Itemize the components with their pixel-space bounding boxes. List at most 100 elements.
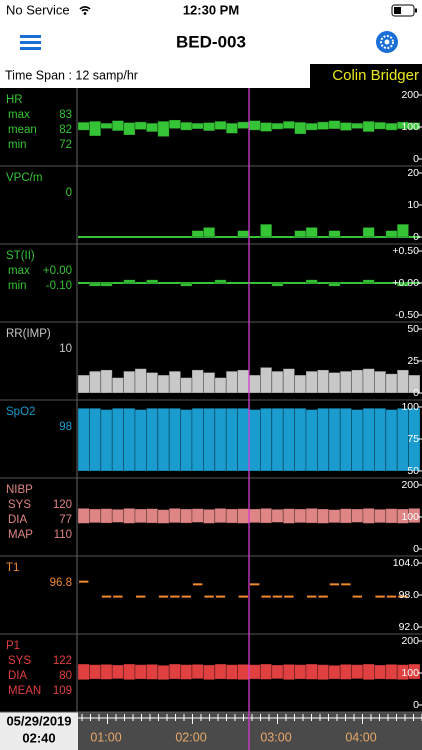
bar — [396, 282, 410, 287]
time-span: Time Span : 12 samp/hr — [5, 68, 138, 82]
y-tick-label: 100 — [401, 121, 419, 133]
stat-value: 83 — [59, 109, 72, 121]
range-bar — [339, 122, 353, 131]
range-bar — [134, 121, 147, 130]
panel-title: HR — [6, 94, 23, 106]
bar — [237, 407, 250, 472]
range-bar — [408, 663, 421, 680]
range-bar — [237, 508, 250, 524]
range-bar — [282, 120, 296, 129]
clock: 12:30 PM — [183, 2, 239, 17]
bar — [294, 374, 307, 394]
wifi-icon — [79, 6, 91, 12]
stat-value: 72 — [59, 139, 72, 151]
range-bar — [248, 664, 261, 680]
stat-name: mean — [8, 124, 37, 136]
bar — [259, 366, 273, 394]
range-bar — [408, 507, 421, 524]
range-bar — [145, 663, 159, 680]
bar — [328, 230, 341, 238]
range-bar — [89, 120, 102, 137]
range-bar — [362, 120, 375, 133]
menu-bar — [20, 41, 41, 44]
range-bar — [214, 663, 227, 680]
time-label: 02:00 — [175, 730, 206, 744]
range-bar — [168, 663, 181, 680]
bar — [362, 279, 375, 284]
bar — [294, 230, 307, 238]
bar — [385, 409, 398, 472]
bar — [202, 226, 216, 238]
range-bar — [294, 508, 307, 524]
y-tick-label: 98.0 — [399, 589, 420, 601]
patient-name: Colin Bridger — [332, 67, 419, 84]
bar — [191, 230, 204, 238]
range-bar — [362, 507, 375, 524]
range-bar — [373, 664, 387, 680]
bar — [271, 407, 284, 472]
range-bar — [271, 508, 284, 523]
range-bar — [305, 507, 318, 524]
range-bar — [328, 509, 341, 524]
panel-title: SpO2 — [6, 406, 35, 418]
bar — [282, 368, 296, 394]
bar — [145, 407, 159, 472]
menu-button[interactable] — [20, 35, 41, 50]
bar — [214, 279, 227, 284]
bar — [100, 409, 113, 472]
stat-name: min — [8, 139, 27, 151]
gear-hub — [384, 39, 390, 45]
bar — [248, 374, 261, 394]
current-value: 0 — [66, 187, 72, 199]
bar — [145, 372, 159, 394]
range-bar — [225, 508, 238, 524]
range-bar — [77, 507, 90, 524]
y-tick-label: 104.0 — [393, 557, 419, 569]
panel-title: RR(IMP) — [6, 328, 51, 340]
bar — [157, 374, 170, 394]
range-bar — [123, 663, 136, 681]
bar — [202, 372, 216, 394]
carrier: No Service — [6, 2, 70, 17]
y-tick-label: 75 — [407, 433, 419, 445]
bar — [89, 407, 102, 472]
range-bar — [271, 664, 284, 680]
bar — [123, 407, 136, 472]
y-tick-label: 100 — [401, 667, 419, 679]
y-tick-label: 100 — [401, 511, 419, 523]
y-tick-label: +0.00 — [392, 277, 419, 289]
range-bar — [408, 122, 421, 130]
bar — [123, 279, 136, 284]
stat-name: max — [8, 109, 30, 121]
range-bar — [385, 508, 398, 524]
bar — [111, 377, 124, 394]
y-tick-label: 200 — [401, 479, 419, 491]
panel-title: T1 — [6, 562, 19, 574]
panel-title: NIBP — [6, 484, 33, 496]
stat-value: 110 — [54, 529, 72, 541]
bar — [180, 282, 193, 287]
bar — [396, 223, 410, 238]
bar — [248, 409, 261, 472]
bar — [214, 407, 227, 472]
stat-name: MEAN — [8, 685, 41, 697]
gear — [380, 35, 394, 49]
range-bar — [180, 508, 193, 524]
battery — [391, 4, 415, 17]
y-tick-label: 20 — [407, 167, 419, 179]
y-tick-label: 0 — [413, 543, 419, 555]
stat-name: DIA — [8, 670, 28, 682]
stat-value: 82 — [59, 124, 72, 136]
range-bar — [294, 121, 307, 135]
bar — [396, 369, 410, 394]
range-bar — [259, 122, 273, 132]
y-tick-label: 0 — [413, 231, 419, 243]
range-bar — [202, 508, 216, 524]
range-bar — [271, 122, 284, 130]
range-bar — [248, 508, 261, 524]
range-bar — [89, 508, 102, 524]
settings-button[interactable] — [376, 31, 398, 53]
bar — [305, 226, 318, 238]
bar — [123, 370, 136, 394]
range-bar — [134, 508, 147, 524]
